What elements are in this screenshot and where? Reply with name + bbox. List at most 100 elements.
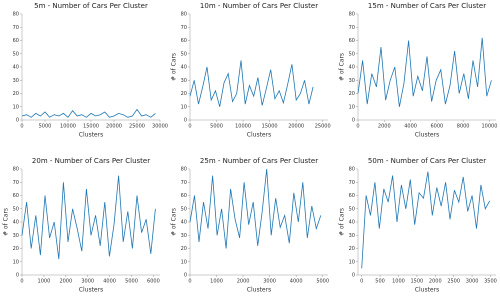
series-line: [189, 60, 314, 107]
chart-title: 25m - Number of Cars Per Cluster: [200, 157, 318, 165]
y-tick-label: 30: [181, 233, 187, 239]
y-tick-label: 60: [13, 38, 19, 44]
x-tick-label: 1000: [210, 279, 223, 285]
y-tick-label: 0: [352, 273, 355, 279]
y-tick-label: 70: [13, 180, 19, 186]
y-tick-label: 80: [181, 12, 187, 18]
x-axis-label: Clusters: [247, 287, 271, 294]
x-tick-label: 2500: [447, 279, 460, 285]
x-tick-label: 10000: [235, 124, 251, 130]
x-tick-label: 25000: [129, 124, 145, 130]
x-tick-label: 30000: [152, 124, 168, 130]
y-tick-label: 50: [13, 206, 19, 212]
x-tick-label: 2000: [237, 279, 250, 285]
y-tick-label: 20: [349, 246, 355, 252]
y-tick-label: 80: [349, 167, 355, 173]
y-tick-label: 60: [349, 38, 355, 44]
series-line: [361, 171, 491, 269]
y-tick-label: 40: [349, 65, 355, 71]
x-tick-label: 500: [375, 279, 385, 285]
x-tick-label: 10000: [481, 124, 497, 130]
y-tick-label: 60: [181, 38, 187, 44]
y-tick-label: 70: [181, 25, 187, 31]
series-line: [21, 108, 156, 118]
y-tick-label: 80: [13, 12, 19, 18]
chart-title: 5m - Number of Cars Per Cluster: [34, 2, 148, 10]
x-tick-label: 0: [360, 279, 363, 285]
x-tick-label: 8000: [457, 124, 470, 130]
x-tick-label: 1000: [392, 279, 405, 285]
y-tick-label: 80: [13, 167, 19, 173]
x-tick-label: 3000: [263, 279, 276, 285]
y-tick-label: 30: [349, 233, 355, 239]
x-tick-label: 5000: [39, 124, 52, 130]
y-tick-label: 0: [184, 273, 187, 279]
x-axis-label: Clusters: [415, 287, 439, 294]
y-tick-label: 20: [181, 246, 187, 252]
y-tick-label: 40: [181, 65, 187, 71]
y-tick-label: 30: [13, 78, 19, 84]
y-tick-label: 10: [181, 259, 187, 265]
x-tick-label: 4000: [103, 279, 116, 285]
y-tick-label: 60: [13, 193, 19, 199]
y-tick-label: 70: [13, 25, 19, 31]
y-tick-label: 70: [349, 180, 355, 186]
x-tick-label: 2000: [378, 124, 391, 130]
x-tick-label: 0: [188, 279, 191, 285]
chart-title: 50m - Number of Cars Per Cluster: [368, 157, 486, 165]
y-tick-label: 20: [349, 91, 355, 97]
y-tick-label: 50: [181, 206, 187, 212]
y-tick-label: 10: [13, 104, 19, 110]
x-tick-label: 3000: [81, 279, 94, 285]
y-tick-label: 30: [349, 78, 355, 84]
y-tick-label: 50: [349, 206, 355, 212]
y-tick-label: 70: [349, 25, 355, 31]
y-tick-label: 30: [13, 233, 19, 239]
y-axis-label: # of Cars: [3, 208, 10, 236]
y-axis-label: # of Cars: [171, 208, 178, 236]
chart-title: 10m - Number of Cars Per Cluster: [200, 2, 318, 10]
x-tick-label: 0: [20, 279, 23, 285]
y-tick-label: 70: [181, 180, 187, 186]
x-tick-label: 15000: [83, 124, 99, 130]
y-tick-label: 80: [349, 12, 355, 18]
x-tick-label: 10000: [60, 124, 76, 130]
x-tick-label: 1000: [38, 279, 51, 285]
x-axis-label: Clusters: [247, 132, 271, 139]
x-axis-label: Clusters: [79, 132, 103, 139]
chart-title: 20m - Number of Cars Per Cluster: [32, 157, 150, 165]
series-line: [189, 168, 322, 249]
y-tick-label: 40: [13, 65, 19, 71]
series-line: [357, 37, 492, 107]
x-tick-label: 3500: [484, 279, 497, 285]
y-tick-label: 50: [181, 51, 187, 57]
y-tick-label: 20: [13, 91, 19, 97]
x-tick-label: 20000: [106, 124, 122, 130]
x-tick-label: 4000: [290, 279, 303, 285]
y-tick-label: 50: [349, 51, 355, 57]
y-tick-label: 10: [349, 259, 355, 265]
x-tick-label: 15000: [262, 124, 278, 130]
y-axis-label: # of Cars: [339, 53, 346, 81]
chart-title: 15m - Number of Cars Per Cluster: [368, 2, 486, 10]
y-tick-label: 0: [184, 118, 187, 124]
y-tick-label: 10: [349, 104, 355, 110]
x-tick-label: 0: [20, 124, 23, 130]
x-tick-label: 3000: [466, 279, 479, 285]
y-axis-label: # of Cars: [339, 208, 346, 236]
x-axis-label: Clusters: [79, 287, 103, 294]
y-tick-label: 20: [13, 246, 19, 252]
x-tick-label: 25000: [315, 124, 331, 130]
x-tick-label: 6000: [147, 279, 160, 285]
y-tick-label: 10: [181, 104, 187, 110]
y-tick-label: 40: [13, 220, 19, 226]
y-tick-label: 80: [181, 167, 187, 173]
x-tick-label: 5000: [125, 279, 138, 285]
x-tick-label: 5000: [210, 124, 223, 130]
y-tick-label: 40: [349, 220, 355, 226]
x-tick-label: 4000: [404, 124, 417, 130]
y-tick-label: 30: [181, 78, 187, 84]
series-line: [21, 175, 156, 260]
